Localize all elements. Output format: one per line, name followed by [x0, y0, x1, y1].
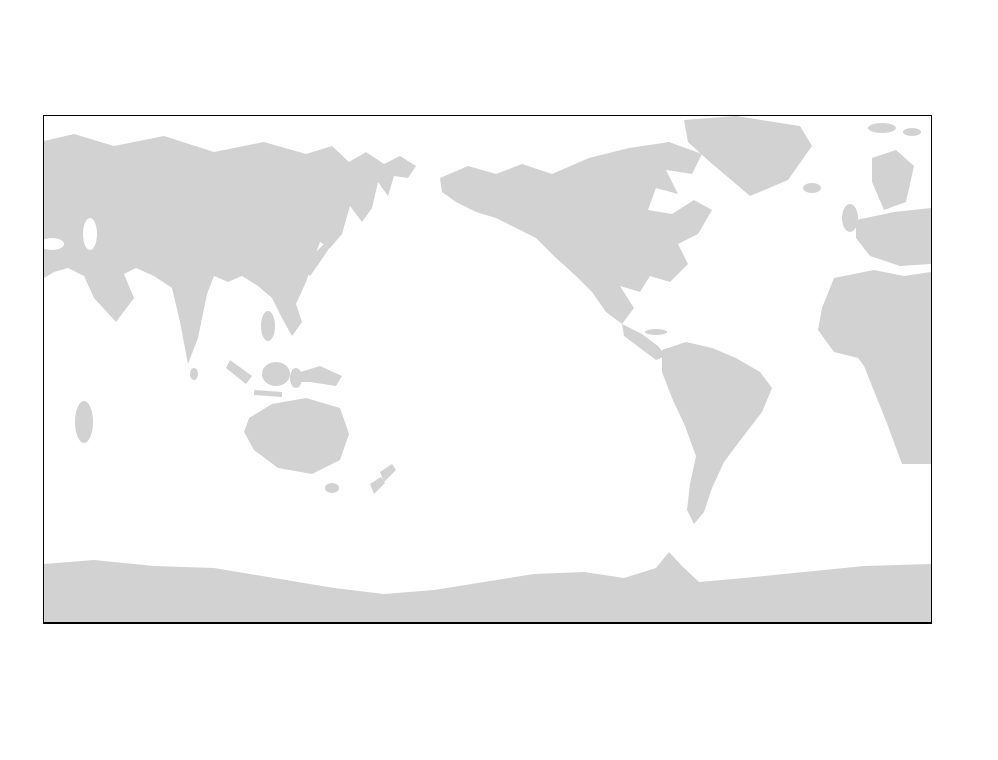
landmass-sumatra [226, 360, 252, 384]
landmass-africa [818, 270, 931, 464]
landmass-sri-lanka [190, 368, 198, 380]
landmass-sulawesi [290, 368, 302, 388]
landmass-madagascar [75, 401, 93, 443]
landmass-new-guinea [294, 366, 342, 386]
landmass-new-zealand-north [380, 464, 396, 482]
landmass-cuba [645, 329, 667, 335]
landmass-arctic-island [903, 128, 921, 136]
landmass-north-america [440, 142, 712, 324]
world-map-plot [43, 115, 932, 624]
landmass-eurasia [44, 134, 416, 364]
landmass-scandinavia [872, 150, 914, 210]
landmass-philippines [261, 311, 275, 341]
landmass-central-america [622, 324, 666, 360]
landmass-uk [842, 204, 858, 232]
landmass-sakhalin [326, 212, 337, 237]
landmass-iceland [803, 183, 821, 193]
landmass-svalbard [868, 123, 896, 133]
landmass-antarctica [44, 552, 931, 622]
landmass-java [254, 390, 282, 397]
world-landmass-layer [44, 116, 931, 622]
black-sea [44, 238, 64, 250]
caspian-sea [83, 218, 97, 250]
landmass-borneo [262, 362, 290, 386]
landmass-new-zealand-south [370, 477, 385, 494]
landmass-south-america [662, 342, 772, 524]
landmass-japan [304, 242, 330, 276]
landmass-greenland [684, 116, 812, 196]
landmass-europe [856, 208, 931, 266]
landmass-tasmania [325, 483, 339, 493]
landmass-australia [244, 398, 349, 474]
